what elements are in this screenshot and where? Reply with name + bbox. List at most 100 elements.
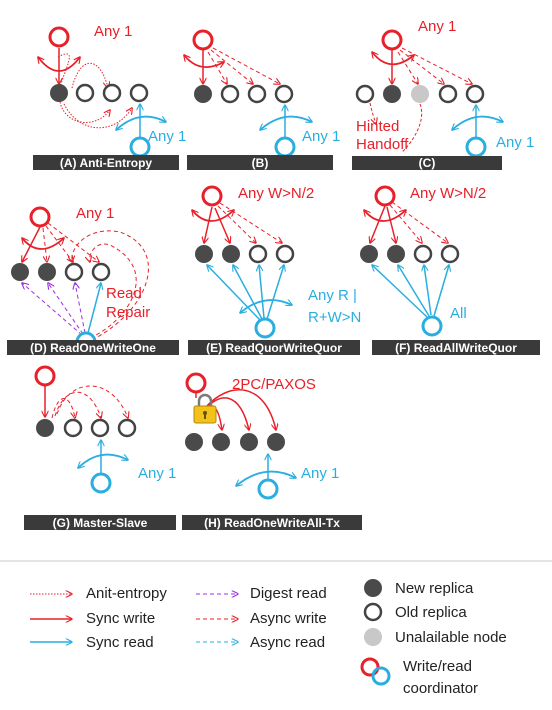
any-reader-arrow: [116, 115, 166, 130]
panel-caption: (F) ReadAllWriteQuor: [395, 341, 517, 355]
old-replica: [465, 84, 485, 104]
caption-bar: [352, 156, 502, 170]
legend-label: Async read: [250, 634, 325, 651]
legend-label: Sync write: [86, 610, 155, 627]
write-label: 2PC/PAXOS: [232, 376, 316, 393]
panel-f: Any W>N/2 All (F) ReadAllWriteQuor: [360, 185, 540, 355]
old-replica: [117, 418, 137, 438]
anti-entropy-arrow: [59, 101, 110, 123]
read-label: All: [450, 305, 467, 322]
write-coordinator: [48, 26, 70, 48]
async-write-arrow: [397, 51, 418, 84]
caption-bar: [372, 340, 540, 355]
old-replica: [64, 262, 84, 282]
old-replica: [438, 84, 458, 104]
panel-h: 2PC/PAXOS Any 1 (H) ReadOneWriteAll-Tx: [182, 372, 362, 530]
legend-unavailable-swatch: [364, 628, 382, 646]
legend-write-coordinator-swatch: [360, 657, 380, 677]
sync-read-arrow: [398, 265, 430, 317]
old-replica: [63, 418, 83, 438]
panel-caption: (G) Master-Slave: [53, 516, 148, 530]
hinted-handoff-arrow: [401, 103, 423, 153]
lock-icon: [193, 393, 217, 424]
new-replica: [195, 245, 213, 263]
panel-caption: (E) ReadQuorWriteQuor: [206, 341, 342, 355]
old-replica: [220, 84, 240, 104]
read-label: R+W>N: [308, 309, 361, 326]
any-coordinator-arrow: [372, 52, 414, 66]
new-replica: [11, 263, 29, 281]
write-label: Any W>N/2: [410, 185, 486, 202]
legend-label: Async write: [250, 610, 327, 627]
write-coordinator: [381, 29, 403, 51]
old-replica: [75, 83, 95, 103]
write-label: Any 1: [76, 205, 114, 222]
read-label: Any 1: [496, 134, 534, 151]
read-repair-label: Repair: [106, 304, 150, 321]
new-replica: [360, 245, 378, 263]
caption-bar: [7, 340, 179, 355]
read-label: Any 1: [138, 465, 176, 482]
any-reader-arrow: [260, 115, 312, 130]
sync-read-arrow: [372, 265, 428, 318]
async-write-arrow: [207, 51, 227, 84]
read-label: Any R |: [308, 287, 357, 304]
hinted-handoff-label: Hinted: [356, 118, 399, 135]
sync-read-arrow: [266, 265, 284, 320]
sync-read-arrow: [433, 265, 449, 317]
panel-b: Any 1 (B): [184, 29, 340, 170]
write-coordinator: [185, 372, 207, 394]
any-coordinator-arrow: [192, 210, 234, 222]
new-replica: [387, 245, 405, 263]
read-coordinator: [90, 472, 112, 494]
new-replica: [240, 433, 258, 451]
sync-read-arrow: [87, 283, 101, 334]
hinted-handoff-arrow: [369, 102, 376, 124]
async-write-arrow: [51, 398, 75, 419]
panel-e: Any W>N/2 Any R | R+W>N (E) ReadQuorWrit…: [188, 185, 361, 355]
read-repair-label: Read: [106, 285, 142, 302]
caption-bar: [187, 155, 333, 170]
old-replica: [275, 244, 295, 264]
old-replica: [440, 244, 460, 264]
legend-label: Anit-entropy: [86, 585, 167, 602]
any-coordinator-arrow: [184, 55, 224, 67]
digest-read-arrow: [75, 283, 86, 334]
read-coordinator: [421, 315, 443, 337]
sync-read-arrow: [207, 265, 261, 321]
legend-new-replica-swatch: [364, 579, 382, 597]
legend-read-coordinator-swatch: [371, 666, 391, 686]
panel-caption: (C): [419, 156, 436, 170]
write-coordinator: [374, 185, 396, 207]
any-coordinator-arrow: [38, 57, 80, 72]
panel-g: Any 1 (G) Master-Slave: [24, 365, 176, 530]
caption-bar: [33, 155, 179, 170]
read-repair-arrow: [72, 230, 149, 341]
async-write-arrow: [401, 47, 472, 84]
digest-read-arrow: [22, 283, 83, 336]
panel-caption: (H) ReadOneWriteAll-Tx: [204, 516, 340, 530]
read-coordinator: [257, 478, 279, 500]
async-write-arrow: [217, 205, 256, 243]
new-replica: [383, 85, 401, 103]
new-replica: [267, 433, 285, 451]
any-reader-arrow: [236, 470, 296, 486]
caption-bar: [188, 340, 360, 355]
sync-write-arrow: [370, 205, 386, 243]
old-replica: [248, 244, 268, 264]
new-replica: [38, 263, 56, 281]
write-coordinator: [29, 206, 51, 228]
read-repair-arrow: [90, 243, 137, 339]
caption-bar: [24, 515, 176, 530]
old-replica: [247, 84, 267, 104]
caption-bar: [182, 515, 362, 530]
new-replica: [185, 433, 203, 451]
async-write-arrow: [212, 47, 280, 84]
sync-write-arrow: [386, 206, 396, 243]
new-replica: [50, 84, 68, 102]
unavailable-node: [411, 85, 429, 103]
panel-caption: (A) Anti-Entropy: [60, 156, 153, 170]
sync-read-arrow: [424, 265, 432, 316]
legend-label: Digest read: [250, 585, 327, 602]
